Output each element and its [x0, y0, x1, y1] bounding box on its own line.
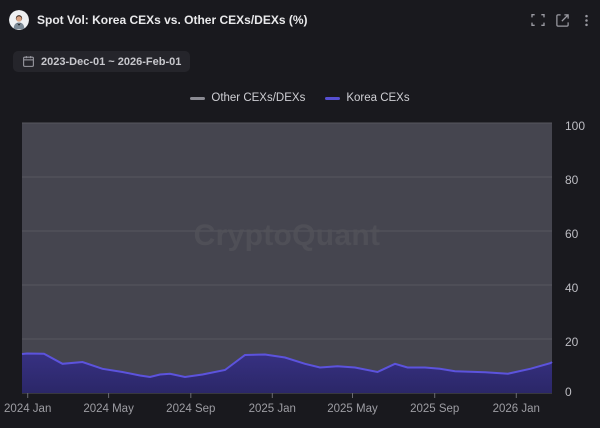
svg-text:2025 Sep: 2025 Sep	[410, 403, 459, 415]
svg-text:2024 Sep: 2024 Sep	[166, 403, 215, 415]
svg-text:100: 100	[565, 119, 585, 133]
svg-text:2024 May: 2024 May	[83, 403, 134, 415]
svg-text:2025 Jan: 2025 Jan	[249, 403, 296, 415]
svg-text:20: 20	[565, 335, 579, 349]
svg-text:CryptoQuant: CryptoQuant	[194, 219, 381, 252]
svg-text:2026 Jan: 2026 Jan	[493, 403, 540, 415]
svg-text:2024 Jan: 2024 Jan	[4, 403, 51, 415]
svg-text:80: 80	[565, 173, 579, 187]
svg-text:60: 60	[565, 227, 579, 241]
svg-text:2025 May: 2025 May	[327, 403, 378, 415]
svg-text:40: 40	[565, 281, 579, 295]
svg-text:0: 0	[565, 385, 572, 399]
